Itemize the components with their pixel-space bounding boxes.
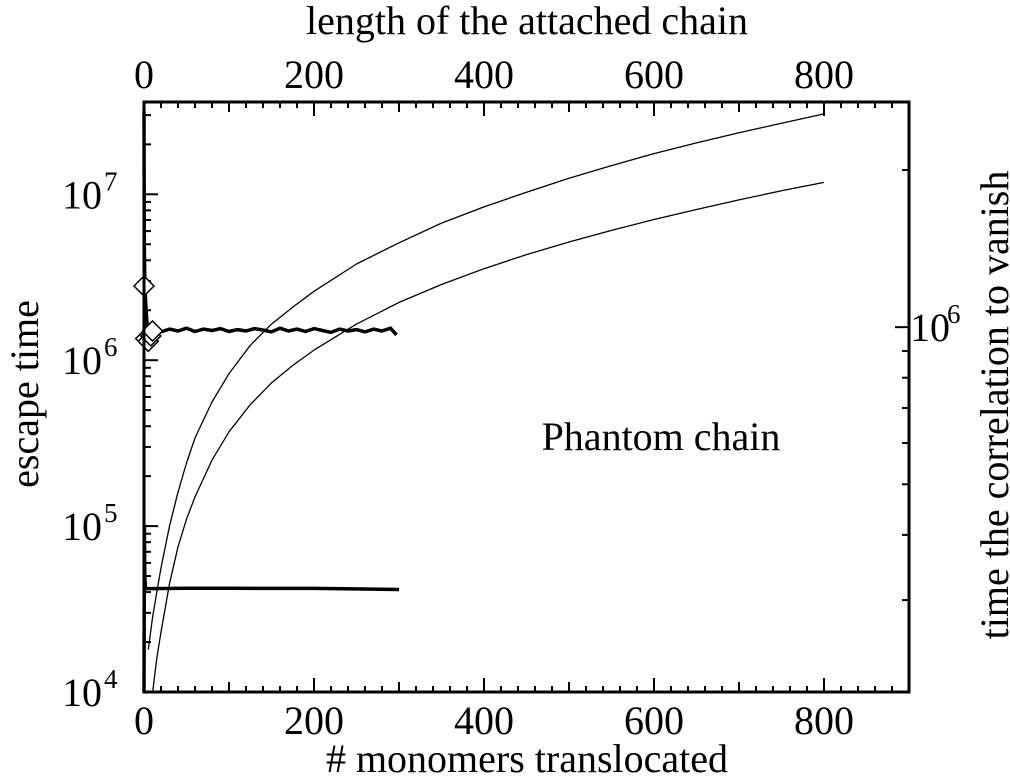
series-line-3 <box>147 113 825 650</box>
x-bottom-tick-label: 600 <box>624 698 684 743</box>
x-bottom-tick-label: 400 <box>454 698 514 743</box>
left-axis-title: escape time <box>2 300 47 488</box>
y-left-tick-exponent: 5 <box>104 498 118 528</box>
y-left-tick-label: 10 <box>62 670 102 715</box>
y-left-tick-label: 10 <box>62 504 102 549</box>
y-left-tick-exponent: 6 <box>104 332 118 362</box>
plot-frame <box>142 100 911 694</box>
series-line-4 <box>151 181 825 694</box>
x-bottom-tick-label: 800 <box>794 698 854 743</box>
marker-layer <box>132 274 164 353</box>
diamond-marker <box>141 319 164 343</box>
x-bottom-tick-label: 0 <box>134 698 154 743</box>
right-axis-title: time the correlation to vanish <box>972 171 1010 640</box>
series-layer <box>142 110 825 694</box>
x-top-tick-label: 400 <box>454 52 514 97</box>
chart-annotation: Phantom chain <box>542 414 781 459</box>
y-left-tick-label: 10 <box>62 338 102 383</box>
axis-ticks <box>143 102 910 693</box>
y-right-tick-label: 10 <box>910 305 950 350</box>
x-top-tick-label: 800 <box>794 52 854 97</box>
x-top-tick-label: 0 <box>134 52 154 97</box>
x-top-tick-label: 600 <box>624 52 684 97</box>
x-top-tick-label: 200 <box>284 52 344 97</box>
bottom-axis-title: # monomers translocated <box>326 736 728 779</box>
y-left-tick-label: 10 <box>62 172 102 217</box>
series-line-1 <box>142 110 398 338</box>
y-left-tick-exponent: 4 <box>104 664 118 694</box>
top-axis-title: length of the attached chain <box>306 0 748 43</box>
y-right-tick-exponent: 6 <box>947 299 961 329</box>
x-bottom-tick-label: 200 <box>284 698 344 743</box>
y-left-tick-exponent: 7 <box>104 166 118 196</box>
series-line-2 <box>142 524 400 693</box>
